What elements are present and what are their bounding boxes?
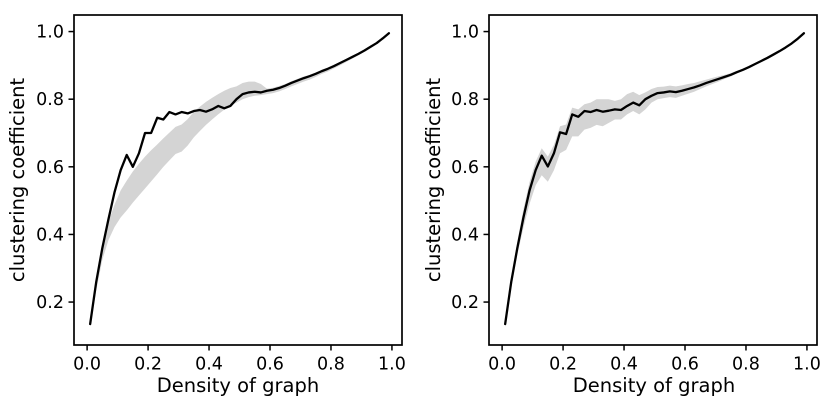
- x-tick-label: 0.0: [488, 355, 516, 375]
- x-tick-label: 0.2: [134, 355, 162, 375]
- axes-spines: [488, 14, 818, 346]
- mean-line: [89, 32, 391, 326]
- y-tick-label: 1.0: [36, 23, 64, 43]
- right-chart: 0.0 0.2 0.4 0.6 0.8 1.0 0.2 0.4 0.6 0.8 1.0 Densit…: [415, 0, 830, 411]
- confidence-band: [90, 32, 389, 327]
- right-x-axis-label: Density of graph: [573, 374, 735, 397]
- right-chart-svg: 0.0 0.2 0.4 0.6 0.8 1.0 0.2 0.4 0.6 0.8 1.0 Densit…: [422, 14, 821, 397]
- x-tick-label: 0.4: [610, 355, 638, 375]
- right-y-axis-label: clustering coefficient: [422, 77, 445, 282]
- y-tick-label: 0.2: [451, 293, 479, 313]
- left-chart: 0.0 0.2 0.4 0.6 0.8 1.0 0.2 0.4 0.6 0.8 1.0 Densit…: [0, 0, 415, 411]
- left-plot-area: 0.0 0.2 0.4 0.6 0.8 1.0 0.2 0.4 0.6 0.8 1.0: [36, 14, 406, 375]
- left-x-axis-label: Density of graph: [157, 374, 319, 397]
- x-tick-label: 1.0: [793, 355, 821, 375]
- x-tick-label: 0.2: [549, 355, 577, 375]
- x-tick-label: 0.0: [73, 355, 101, 375]
- right-plot-area: 0.0 0.2 0.4 0.6 0.8 1.0 0.2 0.4 0.6 0.8 1.0: [451, 14, 821, 375]
- confidence-band: [505, 32, 804, 328]
- y-tick-label: 0.6: [36, 158, 64, 178]
- y-tick-label: 0.6: [451, 158, 479, 178]
- y-tick-label: 0.8: [36, 90, 64, 110]
- y-tick-label: 0.4: [36, 225, 64, 245]
- mean-line: [504, 32, 806, 326]
- y-tick-label: 1.0: [451, 23, 479, 43]
- x-tick-label: 0.8: [317, 355, 345, 375]
- axes-spines: [73, 14, 403, 346]
- x-tick-label: 0.6: [256, 355, 284, 375]
- x-tick-label: 0.4: [195, 355, 223, 375]
- y-tick-label: 0.2: [36, 293, 64, 313]
- x-tick-label: 0.8: [732, 355, 760, 375]
- left-chart-svg: 0.0 0.2 0.4 0.6 0.8 1.0 0.2 0.4 0.6 0.8 1.0 Densit…: [6, 14, 406, 397]
- y-tick-label: 0.8: [451, 90, 479, 110]
- left-y-axis-label: clustering coefficient: [6, 77, 29, 282]
- x-tick-label: 0.6: [671, 355, 699, 375]
- y-tick-label: 0.4: [451, 225, 479, 245]
- x-tick-label: 1.0: [378, 355, 406, 375]
